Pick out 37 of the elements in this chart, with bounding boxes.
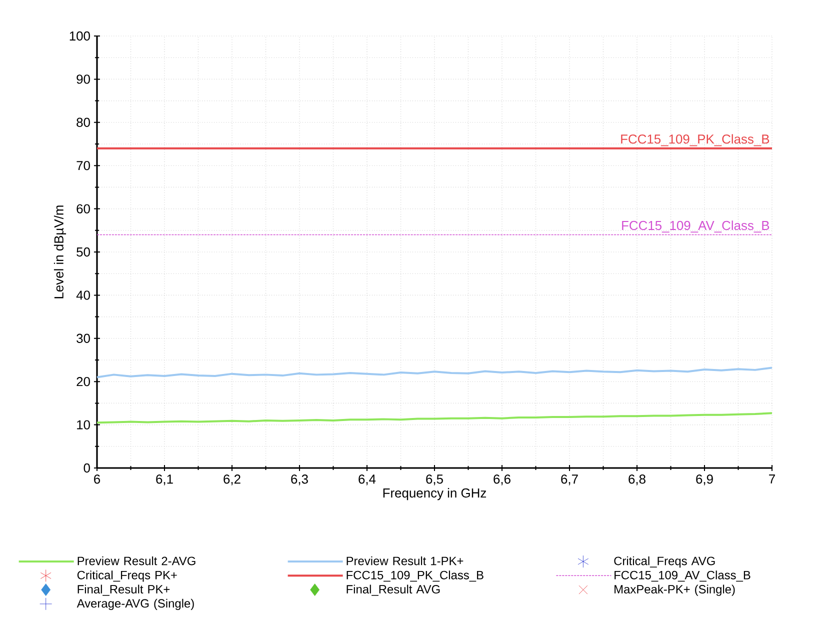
legend-label: FCC15_109_PK_Class_B: [346, 570, 484, 582]
legend-label: MaxPeak-PK+ (Single): [614, 584, 735, 596]
y-tick-label: 100: [70, 31, 90, 41]
x-tick-label: 6,3: [291, 474, 308, 486]
x-tick-label: 6: [94, 474, 100, 484]
y-tick-label: 30: [76, 334, 90, 343]
y-tick-label: 40: [76, 290, 90, 300]
x-tick-label: 7: [769, 474, 775, 484]
y-tick-label: 70: [76, 161, 90, 170]
legend-label: Critical_Freqs AVG: [614, 556, 715, 568]
y-tick-label: 10: [77, 420, 90, 430]
y-tick-label: 90: [76, 74, 90, 84]
x-tick-label: 6,8: [628, 474, 646, 486]
annotation: FCC15_109_PK_Class_B: [621, 134, 770, 146]
y-tick-label: 50: [76, 247, 90, 257]
y-tick-label: 80: [76, 118, 90, 127]
legend-label: Preview Result 2-AVG: [78, 556, 196, 566]
x-tick-label: 6,9: [696, 474, 713, 486]
legend-label: Final_Result AVG: [346, 584, 440, 596]
x-axis-title: Frequency in GHz: [383, 488, 486, 500]
line-series: [96, 366, 774, 378]
x-tick-label: 6,1: [156, 474, 173, 486]
y-tick-label: 0: [84, 463, 90, 473]
x-tick-label: 6,7: [561, 474, 578, 486]
legend-label: Final_Result PK+: [78, 584, 170, 596]
x-tick-label: 6,4: [358, 474, 376, 486]
x-tick-label: 6,6: [494, 474, 510, 486]
legend-label: FCC15_109_AV_Class_B: [614, 570, 750, 582]
x-tick-label: 6,2: [224, 474, 240, 486]
annotation: FCC15_109_AV_Class_B: [622, 220, 770, 233]
legend-label: Critical_Freqs PK+: [77, 570, 177, 582]
y-tick-label: 20: [76, 377, 90, 386]
x-tick-label: 6,5: [426, 474, 443, 486]
y-tick-label: 60: [76, 204, 90, 214]
legend-label: Average-AVG (Single): [76, 598, 194, 610]
y-axis-title: Level in dBµV/m: [54, 206, 66, 298]
legend-label: Preview Result 1-PK+: [346, 556, 464, 566]
